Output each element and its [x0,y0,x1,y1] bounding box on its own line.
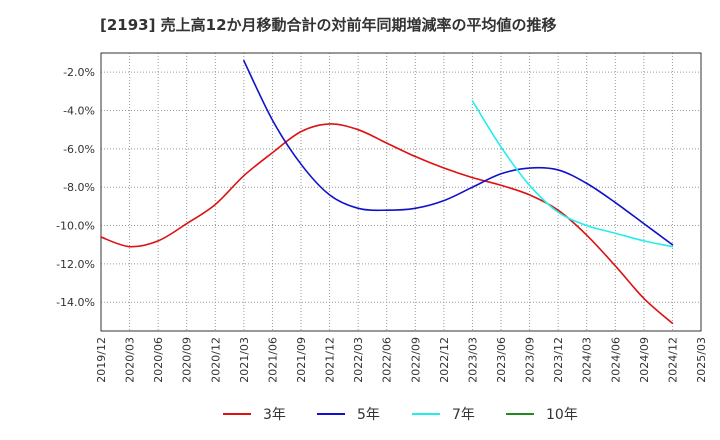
y-tick-label: -10.0% [56,220,95,233]
x-tick-label: 2023/03 [466,337,479,383]
y-tick-label: -12.0% [56,258,95,271]
x-tick-label: 2022/06 [381,337,394,383]
x-tick-label: 2023/09 [524,337,537,383]
y-tick-label: -14.0% [56,296,95,309]
y-tick-label: -8.0% [63,181,95,194]
x-tick-label: 2021/06 [266,337,279,383]
x-tick-label: 2021/09 [295,337,308,383]
x-tick-label: 2019/12 [95,337,108,383]
y-tick-label: -2.0% [63,66,95,79]
x-tick-label: 2024/12 [666,337,679,383]
legend-label-1: 3年 [263,407,286,423]
x-tick-label: 2022/12 [438,337,451,383]
x-tick-label: 2020/12 [209,337,222,383]
x-tick-label: 2022/03 [352,337,365,383]
x-tick-label: 2021/03 [238,337,251,383]
legend-label-4: 10年 [546,407,578,423]
chart-title: [2193] 売上高12か月移動合計の対前年同期増減率の平均値の推移 [100,16,557,34]
series-line-1 [100,123,674,325]
plot-border [100,52,702,332]
x-tick-label: 2023/12 [552,337,565,383]
x-tick-label: 2020/06 [152,337,165,383]
series-line-3 [471,100,674,248]
x-tick-label: 2025/03 [695,337,708,383]
x-tick-label: 2024/09 [638,337,651,383]
x-tick-label: 2021/12 [324,337,337,383]
x-tick-label: 2020/09 [181,337,194,383]
x-tick-label: 2022/09 [409,337,422,383]
plot-area [101,53,701,331]
legend-label-2: 5年 [357,407,380,423]
x-tick-label: 2023/06 [495,337,508,383]
y-tick-label: -6.0% [63,143,95,156]
x-tick-label: 2020/03 [124,337,137,383]
y-tick-label: -4.0% [63,105,95,118]
x-tick-label: 2024/03 [581,337,594,383]
series-line-2 [243,59,674,246]
legend-label-3: 7年 [452,407,475,423]
x-tick-label: 2024/06 [609,337,622,383]
